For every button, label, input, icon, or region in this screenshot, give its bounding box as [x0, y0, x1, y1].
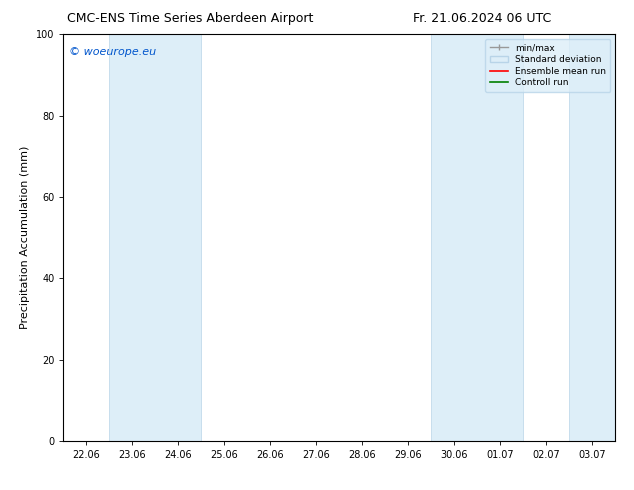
Legend: min/max, Standard deviation, Ensemble mean run, Controll run: min/max, Standard deviation, Ensemble me… — [485, 39, 611, 92]
Text: CMC-ENS Time Series Aberdeen Airport: CMC-ENS Time Series Aberdeen Airport — [67, 12, 313, 25]
Text: Fr. 21.06.2024 06 UTC: Fr. 21.06.2024 06 UTC — [413, 12, 551, 25]
Bar — [431, 34, 523, 441]
Text: © woeurope.eu: © woeurope.eu — [69, 47, 156, 56]
Bar — [569, 34, 634, 441]
Bar — [110, 34, 202, 441]
Y-axis label: Precipitation Accumulation (mm): Precipitation Accumulation (mm) — [20, 146, 30, 329]
